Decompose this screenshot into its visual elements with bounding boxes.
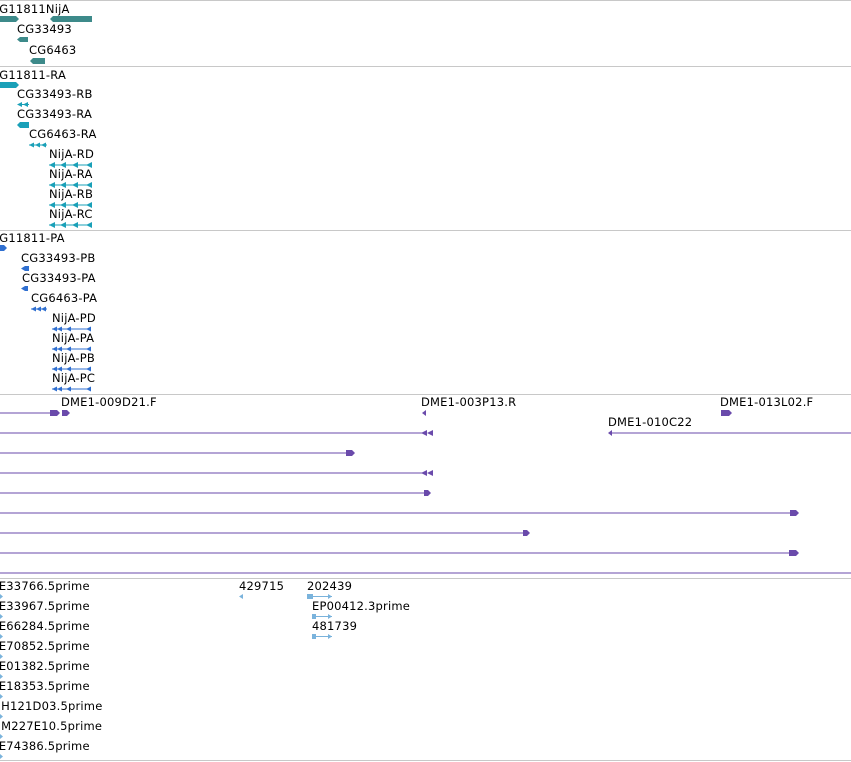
est-label[interactable]: GM227E10.5prime	[0, 719, 103, 733]
clone-glyph	[608, 430, 851, 436]
est-glyph	[0, 594, 3, 599]
clone-label[interactable]: DME1-013L02.F	[720, 395, 814, 409]
est-glyph	[0, 754, 3, 759]
protein-label[interactable]: NijA-PC	[52, 371, 96, 385]
clone-glyph	[0, 410, 70, 416]
clone-label[interactable]: DME1-010C22	[608, 415, 693, 429]
est-glyph	[307, 594, 332, 599]
protein-label[interactable]: CG33493-PB	[21, 251, 96, 265]
track-separator-proteins	[0, 394, 851, 395]
est-glyph	[0, 654, 3, 659]
est-glyph	[0, 614, 3, 619]
clone-glyph	[422, 410, 426, 416]
protein-label[interactable]: NijA-PB	[52, 351, 95, 365]
est-label[interactable]: FE33766.5prime	[0, 579, 90, 593]
track-top-border	[0, 0, 851, 1]
gene-glyph	[17, 37, 28, 42]
clone-glyph	[0, 550, 799, 556]
protein-glyph	[52, 346, 91, 352]
clone-glyph	[0, 490, 431, 496]
est-glyph	[312, 614, 332, 619]
gene-track: CG11811NijA CG33493 CG6463	[0, 0, 851, 66]
transcript-label[interactable]: CG33493-RA	[17, 107, 93, 121]
est-label[interactable]: 481739	[312, 619, 358, 633]
est-glyph	[0, 714, 3, 719]
transcript-label[interactable]: NijA-RC	[49, 207, 93, 221]
transcript-label[interactable]: NijA-RB	[49, 187, 94, 201]
track-separator-clones	[0, 578, 851, 579]
track-bottom-border	[0, 760, 851, 761]
est-glyphs	[0, 594, 332, 759]
transcript-glyph	[49, 222, 92, 228]
transcript-glyph	[49, 182, 92, 188]
est-glyph	[239, 594, 243, 599]
protein-glyph	[52, 366, 91, 372]
protein-glyph	[52, 386, 91, 392]
gene-glyph	[50, 16, 92, 22]
transcript-glyph	[49, 162, 92, 168]
transcript-glyph	[29, 142, 47, 148]
clone-label[interactable]: DME1-009D21.F	[61, 395, 157, 409]
gene-label[interactable]: CG33493	[17, 22, 72, 36]
clone-glyph	[0, 450, 355, 456]
est-glyph	[0, 694, 3, 699]
est-label[interactable]: FE74386.5prime	[0, 739, 90, 753]
clone-glyph	[0, 430, 433, 436]
est-glyph	[0, 734, 3, 739]
est-glyph	[0, 634, 3, 639]
clone-glyph	[0, 470, 433, 476]
transcript-label[interactable]: CG6463-RA	[29, 127, 97, 141]
protein-glyph	[21, 286, 28, 291]
track-separator-transcripts	[0, 230, 851, 231]
protein-label[interactable]: NijA-PA	[52, 331, 95, 345]
est-glyph	[0, 674, 3, 679]
clone-label[interactable]: DME1-003P13.R	[421, 395, 517, 409]
gene-glyph	[30, 58, 45, 64]
protein-glyph	[0, 245, 7, 251]
transcript-glyphs	[0, 82, 92, 228]
gene-glyphs	[0, 16, 92, 64]
clone-glyph	[721, 410, 732, 416]
est-label[interactable]: EP00412.3prime	[312, 599, 411, 613]
transcript-label[interactable]: CG33493-RB	[17, 87, 93, 101]
est-label[interactable]: FE18353.5prime	[0, 679, 90, 693]
track-separator-genes	[0, 66, 851, 67]
gene-label[interactable]: CG11811NijA	[0, 2, 70, 16]
gene-glyph	[0, 16, 19, 22]
protein-label[interactable]: NijA-PD	[52, 311, 96, 325]
est-label[interactable]: FE70852.5prime	[0, 639, 90, 653]
transcript-glyph	[0, 82, 19, 88]
transcript-label[interactable]: NijA-RA	[49, 167, 93, 181]
protein-glyph	[52, 326, 91, 332]
protein-label[interactable]: CG6463-PA	[31, 291, 98, 305]
clone-glyphs	[0, 410, 851, 574]
est-label[interactable]: 202439	[307, 579, 353, 593]
transcript-label[interactable]: NijA-RD	[49, 147, 95, 161]
transcript-glyph	[17, 102, 29, 107]
clone-glyph	[0, 530, 530, 536]
est-label[interactable]: GH121D03.5prime	[0, 699, 103, 713]
protein-glyphs	[0, 245, 91, 392]
clone-track: DME1-009D21.F DME1-003P13.R DME1-013L02.…	[0, 394, 851, 578]
est-label[interactable]: FE33967.5prime	[0, 599, 90, 613]
est-glyph	[312, 634, 332, 639]
transcript-glyph	[49, 202, 92, 208]
protein-glyph	[31, 306, 47, 312]
protein-label[interactable]: CG33493-PA	[22, 271, 96, 285]
est-track: FE33766.5prime 429715 202439 FE33967.5pr…	[0, 578, 851, 760]
protein-glyph	[21, 266, 29, 271]
gene-label[interactable]: CG6463	[29, 43, 77, 57]
est-label[interactable]: FE66284.5prime	[0, 619, 90, 633]
est-label[interactable]: FE01382.5prime	[0, 659, 90, 673]
transcript-glyph	[17, 122, 29, 128]
clone-glyph	[0, 510, 799, 516]
est-label[interactable]: 429715	[239, 579, 285, 593]
